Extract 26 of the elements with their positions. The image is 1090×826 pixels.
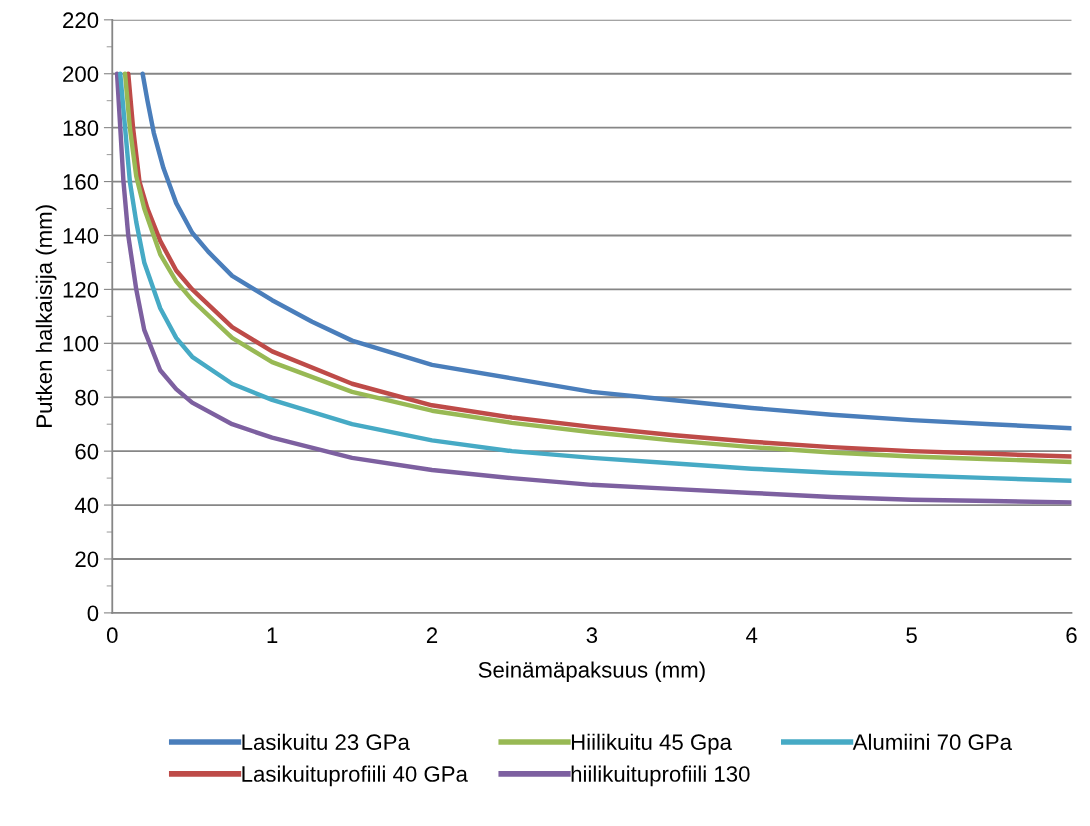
y-tick-label: 220 <box>63 12 99 29</box>
y-tick-label: 100 <box>63 335 99 352</box>
x-tick-label: 2 <box>426 627 438 643</box>
x-tick-label: 6 <box>1066 627 1077 644</box>
x-tick-label: 4 <box>746 627 758 643</box>
y-tick-label: 0 <box>87 605 99 622</box>
y-tick-label: 60 <box>75 443 99 460</box>
y-tick-label: 40 <box>74 497 99 514</box>
legend-label: Lasikuitu 23 GPa <box>242 733 410 751</box>
y-axis-title: Putken halkaisija (mm) <box>35 205 57 427</box>
legend-label: Hiilikuitu 45 Gpa <box>571 733 732 755</box>
x-axis-title: Seinämäpaksuus (mm) <box>478 661 705 683</box>
x-tick-label: 5 <box>906 627 917 644</box>
x-tick-label: 0 <box>106 627 118 644</box>
legend-label: hiilikuituprofiili 130 <box>571 765 750 787</box>
x-tick-label: 1 <box>267 627 278 643</box>
y-tick-label: 180 <box>63 120 99 136</box>
y-tick-label: 20 <box>75 551 99 568</box>
y-tick-label: 200 <box>63 66 99 83</box>
y-tick-label: 80 <box>75 389 99 406</box>
y-tick-label: 140 <box>63 228 99 244</box>
y-tick-label: 160 <box>63 174 99 190</box>
y-tick-label: 120 <box>63 281 99 298</box>
legend-label: Alumiini 70 GPa <box>852 733 1012 751</box>
legend-label: Lasikuituprofiili 40 GPa <box>242 765 468 787</box>
x-tick-label: 3 <box>586 627 598 644</box>
